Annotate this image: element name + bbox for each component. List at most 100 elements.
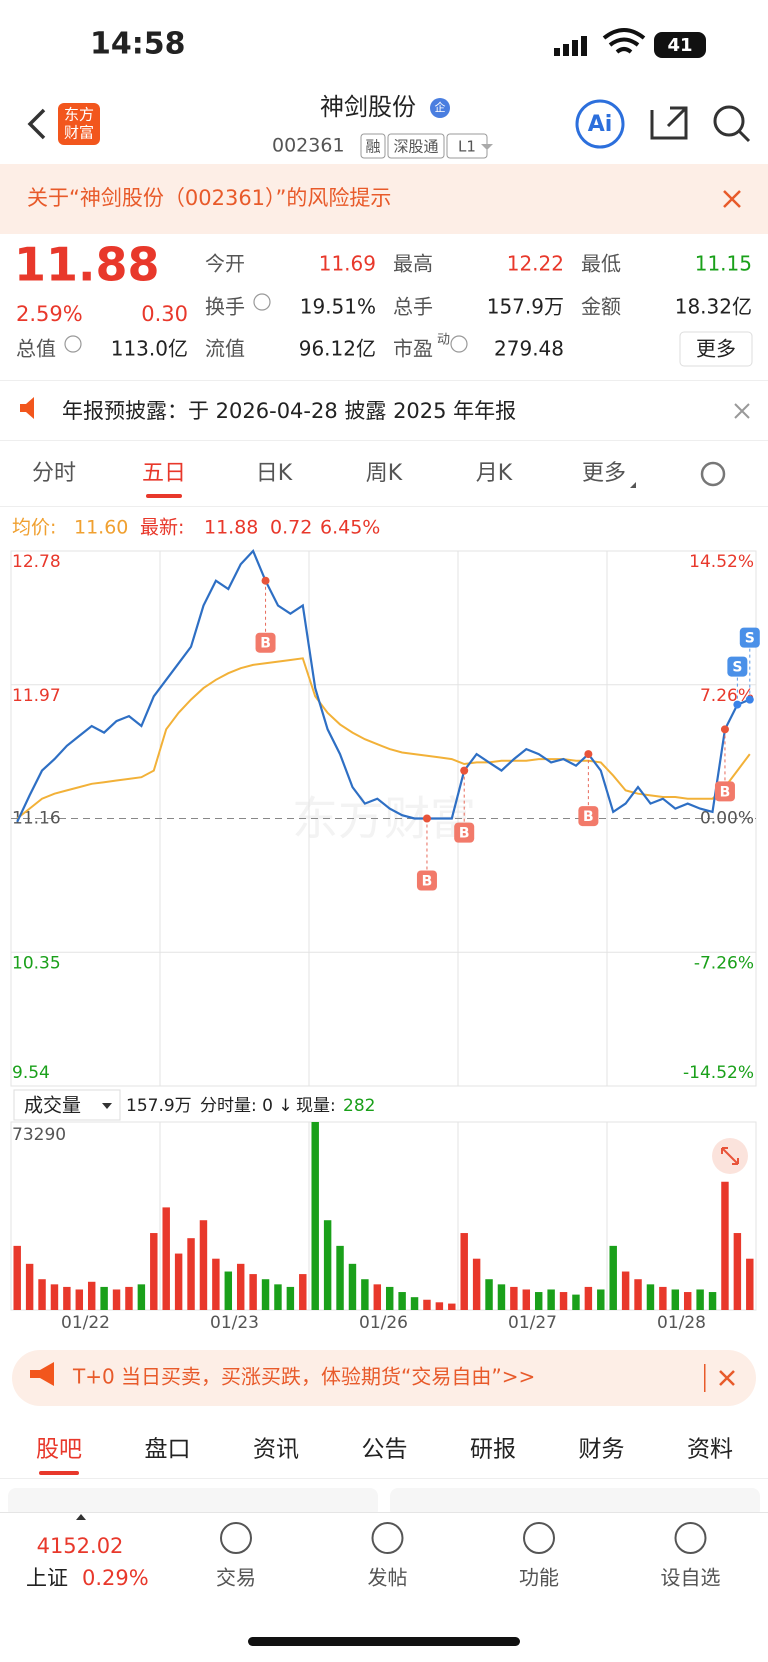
field-label: 总值 [16, 337, 56, 361]
share[interactable] [650, 106, 688, 140]
marker-box[interactable] [454, 822, 475, 843]
home-indicator [248, 1637, 520, 1646]
x-label: 01/27 [508, 1313, 557, 1333]
tab[interactable]: 周K [366, 461, 403, 486]
volume-tick-label: 73290 [12, 1125, 66, 1145]
y2-tick-label: 14.52% [689, 552, 754, 572]
field-label: 最高 [393, 252, 433, 276]
divider [0, 506, 768, 507]
field-value: 157.9万 [487, 295, 564, 319]
tab[interactable]: 更多 [582, 461, 626, 486]
y2-tick-label: -14.52% [683, 1063, 754, 1083]
index-pct: 0.29% [82, 1566, 149, 1590]
bottom-tab[interactable]: 财务 [579, 1437, 625, 1463]
x-label: 01/28 [657, 1313, 706, 1333]
tag [387, 133, 445, 159]
marker-dot [460, 766, 469, 775]
footer-item[interactable]: 发帖 [368, 1566, 408, 1590]
volume-bar [746, 1258, 754, 1310]
marker-box[interactable] [727, 656, 748, 677]
back[interactable] [27, 108, 46, 140]
index-value[interactable]: 4152.02 [37, 1534, 124, 1558]
badge [430, 98, 450, 118]
dropdown [630, 482, 636, 488]
notice: 年报预披露：于 2026-04-28 披露 2025 年年报 [62, 399, 516, 423]
divider [0, 1478, 768, 1479]
volume-bar [261, 1279, 270, 1310]
tab[interactable]: 日K [256, 461, 293, 486]
marker-box[interactable] [416, 870, 437, 891]
pct: 2.59% [16, 302, 83, 326]
volume-bar [236, 1263, 245, 1310]
volume-bar [100, 1286, 108, 1310]
field-label: 金额 [581, 295, 621, 319]
battery-level: 41 [667, 35, 692, 56]
volume-total: 157.9万 [126, 1096, 192, 1116]
index-name: 上证 [26, 1566, 68, 1590]
y-tick-label: 9.54 [12, 1063, 50, 1083]
marker-box[interactable] [714, 781, 735, 802]
close[interactable] [719, 1370, 735, 1386]
field-label: 换手 [205, 295, 245, 319]
marker-dot [733, 700, 742, 709]
logo[interactable] [58, 103, 100, 145]
dropdown[interactable] [481, 144, 493, 150]
volume-bar [733, 1233, 742, 1310]
bottom-tab[interactable]: 资料 [687, 1437, 733, 1463]
battery [654, 32, 706, 58]
ad-divider [704, 1364, 706, 1392]
tag-text: L1 [458, 138, 476, 156]
signal [554, 36, 587, 56]
divider [0, 1512, 768, 1513]
marker-box[interactable] [739, 627, 760, 648]
volume-bar [410, 1297, 419, 1310]
tag-text: 融 [365, 138, 380, 156]
divider [0, 380, 768, 381]
ai-button[interactable] [575, 99, 625, 149]
bottom-tab[interactable]: 公告 [362, 1437, 408, 1463]
bottom-tab[interactable]: 盘口 [145, 1437, 191, 1463]
wifi [602, 28, 646, 54]
more-button[interactable] [679, 331, 753, 367]
field-value: 19.51% [300, 295, 376, 319]
bottom-tab[interactable]: 股吧 [36, 1437, 82, 1463]
close[interactable] [734, 403, 750, 419]
avg-value: 11.60 [74, 517, 128, 539]
footer-item[interactable]: 交易 [216, 1566, 256, 1590]
tab[interactable]: 月K [476, 461, 513, 486]
footer-item[interactable]: 功能 [519, 1566, 559, 1590]
logo-text: 财富 [64, 124, 94, 142]
bottom-tab[interactable]: 研报 [470, 1437, 516, 1463]
volume-bar [497, 1284, 506, 1310]
volume-bar [572, 1294, 580, 1310]
volume-bar [584, 1286, 593, 1310]
settings[interactable] [700, 461, 726, 487]
field-value: 11.15 [695, 252, 752, 276]
marker-box[interactable] [255, 632, 276, 653]
ad-banner[interactable] [12, 1350, 756, 1406]
volume-bar [249, 1274, 257, 1310]
bottom-tab[interactable]: 资讯 [253, 1437, 299, 1463]
volume-bar [199, 1220, 208, 1310]
volume-bar [423, 1299, 431, 1310]
volume-select[interactable] [13, 1089, 121, 1121]
volume-bar [522, 1289, 531, 1310]
risk-banner[interactable] [0, 164, 768, 234]
tab[interactable]: 分时 [32, 461, 76, 486]
volume-bar [13, 1245, 21, 1310]
volume-bar [224, 1271, 233, 1310]
field-label: 流值 [205, 337, 245, 361]
field-value: 12.22 [507, 252, 564, 276]
close[interactable] [723, 190, 741, 208]
volume-now-label: 现量: [296, 1096, 336, 1116]
time: 14:58 [90, 27, 186, 62]
volume-bar [187, 1238, 195, 1310]
field-value: 113.0亿 [111, 337, 188, 361]
footer-item[interactable]: 设自选 [661, 1566, 721, 1590]
search[interactable] [713, 105, 745, 137]
marker-box[interactable] [578, 806, 599, 827]
tab[interactable]: 五日 [142, 461, 186, 486]
volume-bar [373, 1284, 382, 1310]
volume-bar [597, 1289, 605, 1310]
volume-label: 成交量 [24, 1095, 81, 1117]
